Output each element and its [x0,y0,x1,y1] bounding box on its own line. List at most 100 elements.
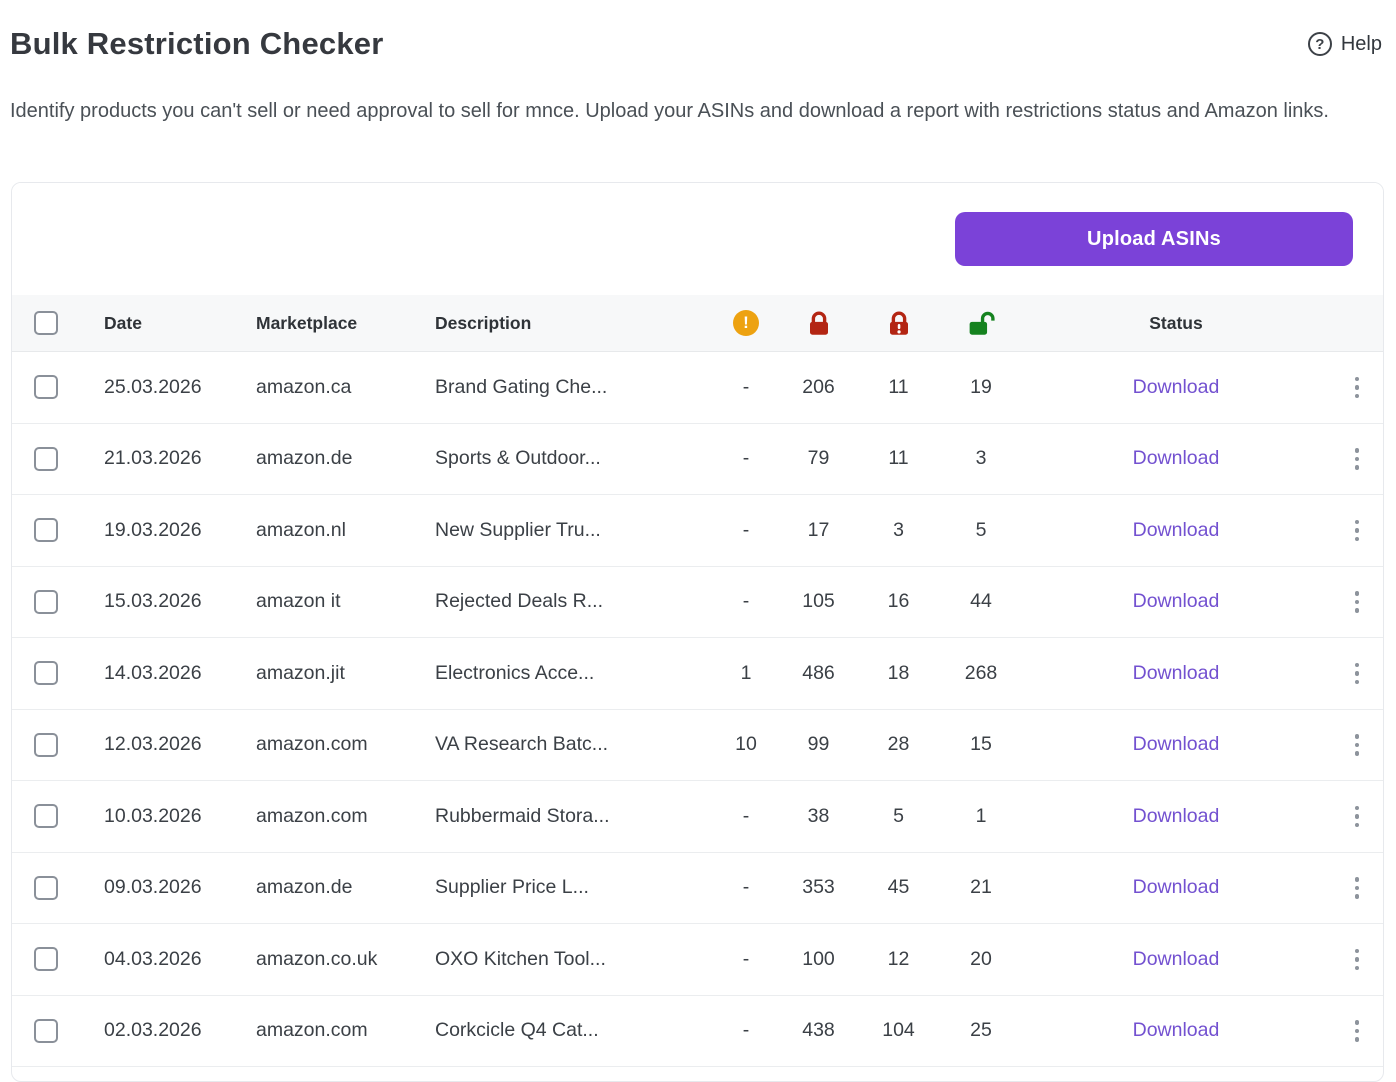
row-checkbox[interactable] [34,732,58,757]
warning-count-cell: - [742,947,750,970]
description-cell: Rejected Deals R... [435,590,603,613]
open-count-cell: 5 [975,518,987,541]
row-menu-button[interactable] [1345,728,1370,762]
table-row: 04.03.2026 amazon.co.uk OXO Kitchen Tool… [12,924,1383,996]
row-menu-button[interactable] [1345,1014,1370,1048]
row-checkbox[interactable] [34,947,58,972]
locked-alert-count-cell: 16 [887,590,910,613]
table-row: 19.03.2026 amazon.nl New Supplier Tru...… [12,495,1383,567]
column-header-unlocked [941,310,1021,337]
locked-alert-count-cell: 28 [887,733,910,756]
date-cell: 09.03.2026 [104,876,202,899]
row-menu-button[interactable] [1345,442,1370,476]
warning-count-cell: 10 [735,733,757,756]
description-cell: Brand Gating Che... [435,375,608,398]
download-link[interactable]: Download [1132,375,1220,398]
open-count-cell: 1 [975,804,987,827]
row-menu-button[interactable] [1345,657,1370,691]
open-count-cell: 3 [975,447,987,470]
lock-open-icon [967,310,995,337]
table-body: 25.03.2026 amazon.ca Brand Gating Che...… [12,352,1383,1067]
row-checkbox[interactable] [34,661,58,686]
page-header: Bulk Restriction Checker ? Help [10,26,1382,62]
table-row: 14.03.2026 amazon.jit Electronics Acce..… [12,638,1383,710]
page-title: Bulk Restriction Checker [10,26,384,61]
download-link[interactable]: Download [1132,1019,1220,1042]
warning-count-cell: - [742,447,750,470]
kebab-icon [1354,519,1360,524]
download-link[interactable]: Download [1132,804,1220,827]
download-link[interactable]: Download [1132,733,1220,756]
locked-count-cell: 438 [802,1019,835,1042]
row-menu-button[interactable] [1345,585,1370,619]
description-cell: VA Research Batc... [435,733,609,756]
row-checkbox[interactable] [34,446,58,471]
page-description: Identify products you can't sell or need… [10,100,1329,122]
open-count-cell: 20 [970,947,992,970]
marketplace-cell: amazon.ca [256,375,352,398]
lock-alert-icon [885,310,913,337]
kebab-icon [1354,376,1360,381]
row-checkbox[interactable] [34,804,58,829]
row-checkbox[interactable] [34,875,58,900]
locked-count-cell: 38 [807,804,830,827]
row-menu-button[interactable] [1345,800,1370,834]
warning-count-cell: - [742,590,750,613]
row-checkbox[interactable] [34,518,58,543]
warning-count-cell: - [742,375,750,398]
row-menu-button[interactable] [1345,943,1370,977]
upload-asins-button[interactable]: Upload ASINs [955,212,1353,266]
table-row: 25.03.2026 amazon.ca Brand Gating Che...… [12,352,1383,424]
row-menu-button[interactable] [1345,371,1370,405]
description-cell: OXO Kitchen Tool... [435,947,606,970]
date-cell: 19.03.2026 [104,518,202,541]
column-header-status: Status [1149,312,1203,333]
locked-alert-count-cell: 11 [888,447,909,470]
row-menu-button[interactable] [1345,514,1370,548]
warning-count-cell: - [742,518,750,541]
description-cell: Rubbermaid Stora... [435,804,610,827]
download-link[interactable]: Download [1132,590,1220,613]
marketplace-cell: amazon.jit [256,661,345,684]
date-cell: 02.03.2026 [104,1019,202,1042]
kebab-icon [1354,734,1360,739]
date-cell: 12.03.2026 [104,733,202,756]
row-menu-button[interactable] [1345,871,1370,905]
open-count-cell: 21 [970,876,992,899]
row-checkbox[interactable] [34,375,58,400]
download-link[interactable]: Download [1132,518,1220,541]
warning-count-cell: 1 [740,661,752,684]
table-row: 12.03.2026 amazon.com VA Research Batc..… [12,709,1383,781]
date-cell: 14.03.2026 [104,661,202,684]
open-count-cell: 25 [970,1019,992,1042]
column-header-description: Description [435,312,532,333]
kebab-icon [1354,948,1360,953]
warning-circle-icon: ! [733,310,759,336]
download-link[interactable]: Download [1132,947,1220,970]
kebab-icon [1354,877,1360,882]
table-row: 21.03.2026 amazon.de Sports & Outdoor...… [12,423,1383,495]
marketplace-cell: amazon.de [256,447,353,470]
marketplace-cell: amazon.com [256,733,368,756]
download-link[interactable]: Download [1132,447,1220,470]
download-link[interactable]: Download [1132,661,1220,684]
row-checkbox[interactable] [34,589,58,614]
download-link[interactable]: Download [1132,876,1220,899]
description-cell: Sports & Outdoor... [435,447,601,470]
card-toolbar: Upload ASINs [12,183,1383,295]
locked-count-cell: 99 [807,733,830,756]
row-checkbox[interactable] [34,1018,58,1043]
help-label: Help [1340,32,1382,55]
column-header-date: Date [104,312,142,333]
warning-count-cell: - [742,1019,750,1042]
select-all-checkbox[interactable] [34,311,58,335]
kebab-icon [1354,448,1360,453]
marketplace-cell: amazon.com [256,804,368,827]
table-row: 15.03.2026 amazon it Rejected Deals R...… [12,566,1383,638]
column-header-marketplace: Marketplace [256,312,358,333]
date-cell: 25.03.2026 [104,375,202,398]
help-button[interactable]: ? Help [1307,32,1382,56]
locked-count-cell: 206 [802,375,835,398]
open-count-cell: 19 [970,375,992,398]
restriction-checker-card: Upload ASINs Date Marketplace Descriptio… [11,182,1384,1082]
